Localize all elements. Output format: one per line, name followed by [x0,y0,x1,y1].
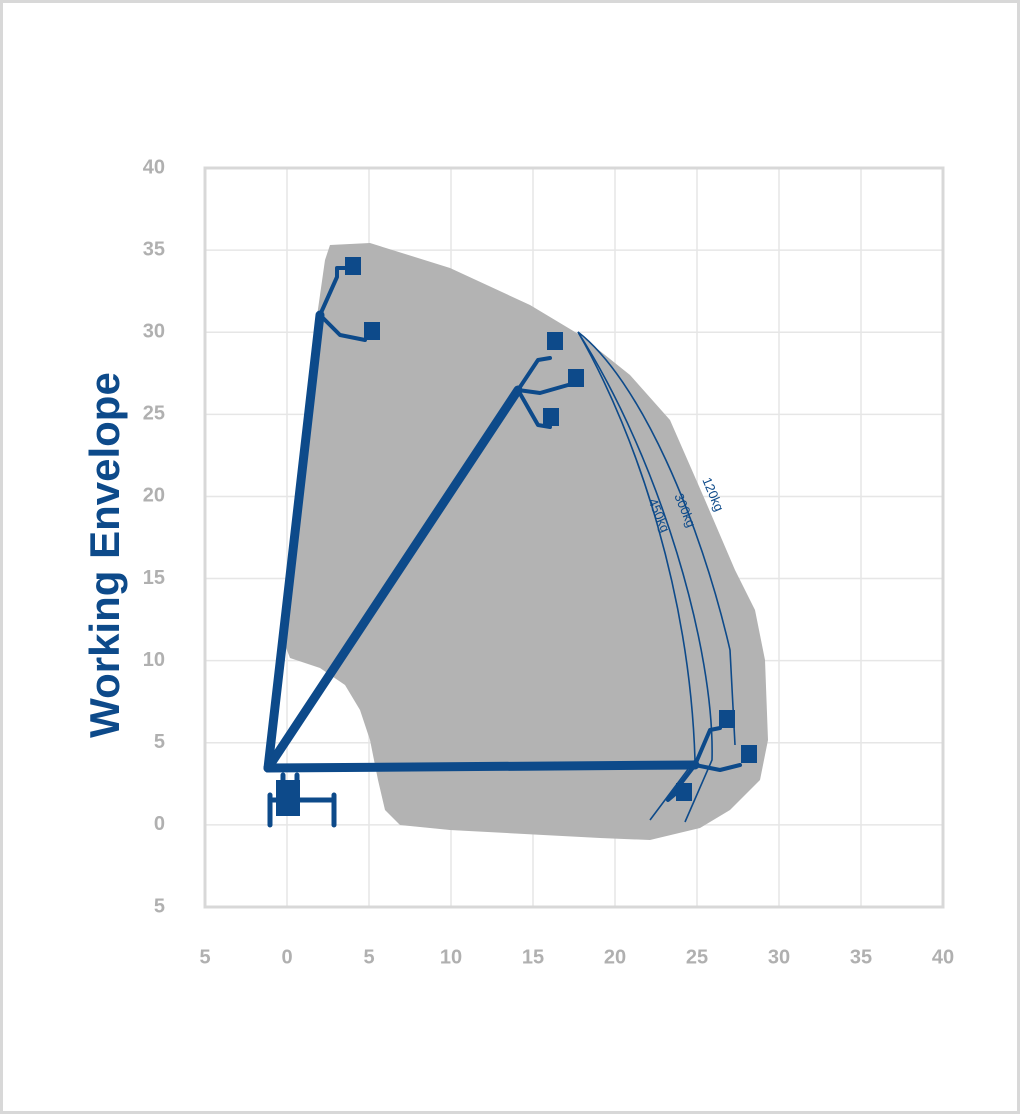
y-tick-label: 10 [143,649,165,671]
platform [719,710,735,728]
y-tick-label: 0 [154,813,165,835]
x-tick-label: 35 [850,946,872,968]
plot-frame [203,166,945,909]
envelope [283,243,768,840]
y-tick-label: 25 [143,403,165,425]
chart-title: Working Envelope [81,372,128,738]
load-curves: 450kg 300kg 120kg [577,331,736,823]
chassis [267,772,337,828]
boom [263,760,700,773]
y-tick-label: 20 [143,485,165,507]
platform [547,332,563,350]
y-tick-label: 5 [154,895,165,917]
platform [568,369,584,387]
platform [741,745,757,763]
x-tick-label: 15 [522,946,544,968]
y-tick-label: 35 [143,238,165,260]
platform [676,783,692,801]
chassis [276,780,300,816]
jib [318,266,742,802]
boom [263,385,523,773]
platform [364,322,380,340]
x-tick-label: 30 [768,946,790,968]
platform [345,257,361,275]
y-tick-label: 40 [143,156,165,178]
x-tick-label: 5 [199,946,210,968]
booms [263,257,757,828]
platform [543,408,559,426]
y-tick-label: 30 [143,321,165,343]
load-curve [577,331,696,821]
x-tick-label: 10 [440,946,462,968]
x-tick-label: 0 [281,946,292,968]
x-tick-label: 20 [604,946,626,968]
load-curve [577,331,736,746]
x-tick-label: 40 [932,946,954,968]
x-tick-label: 25 [686,946,708,968]
x-tick-label: 5 [363,946,374,968]
load-curve [577,331,713,823]
y-tick-label: 5 [154,731,165,753]
boom [263,310,325,773]
y-tick-label: 15 [143,567,165,589]
